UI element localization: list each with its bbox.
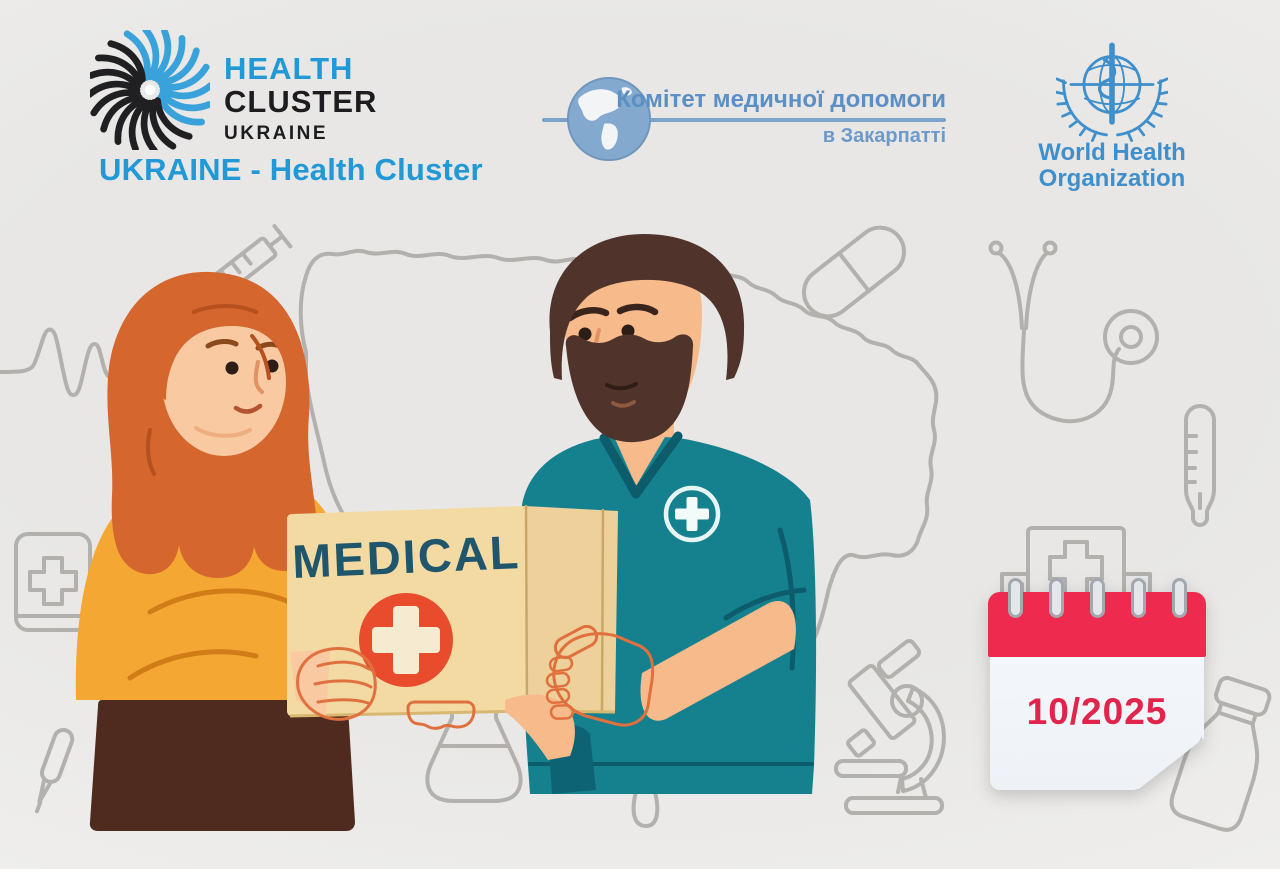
eye-dropper-icon bbox=[34, 727, 75, 814]
calendar-ring bbox=[1049, 578, 1064, 618]
pill-capsule-icon bbox=[801, 225, 907, 319]
who-name-line1: World Health bbox=[1038, 139, 1186, 166]
health-cluster-logo: HEALTH CLUSTER UKRAINE bbox=[90, 30, 377, 150]
globe-logo-icon bbox=[566, 76, 652, 162]
woman-skirt bbox=[89, 700, 356, 831]
woman-bangs bbox=[161, 291, 300, 446]
health-cluster-word2: CLUSTER bbox=[224, 84, 378, 119]
hands-holding-box bbox=[290, 600, 796, 794]
thermometer-icon bbox=[1184, 404, 1216, 527]
calendar-ring bbox=[1090, 578, 1105, 618]
calendar-date: 10/2025 bbox=[1026, 691, 1168, 732]
stethoscope-icon bbox=[988, 240, 1159, 424]
calendar-ring bbox=[1172, 578, 1187, 618]
who-emblem-icon bbox=[1056, 42, 1168, 142]
calendar-ring bbox=[1008, 578, 1023, 618]
pinwheel-logo-icon bbox=[90, 30, 210, 150]
box-label: MEDICAL bbox=[291, 525, 521, 588]
red-cross-badge bbox=[663, 485, 721, 543]
woman-figure bbox=[75, 271, 356, 831]
ukraine-health-cluster-title: UKRAINE - Health Cluster bbox=[99, 152, 483, 187]
loop-line-icon bbox=[631, 786, 660, 828]
calendar-body: 10/2025 bbox=[990, 657, 1204, 790]
woman-eye bbox=[225, 361, 239, 375]
man-hair bbox=[549, 234, 745, 380]
man-eye bbox=[578, 327, 592, 341]
who-logo: World Health Organization bbox=[1030, 36, 1194, 192]
committee-region: в Закарпатті bbox=[822, 125, 946, 147]
who-name-line2: Organization bbox=[1038, 165, 1186, 192]
woman-face bbox=[162, 308, 286, 456]
calendar-ring bbox=[1131, 578, 1146, 618]
committee-underline bbox=[542, 118, 946, 122]
calendar-icon: 10/2025 bbox=[988, 578, 1206, 790]
committee-name: Комітет медичної допомоги bbox=[616, 86, 946, 113]
man-eye bbox=[621, 324, 635, 338]
page-curl-icon bbox=[1134, 736, 1202, 790]
first-aid-kit-icon bbox=[14, 532, 92, 632]
health-cluster-word1: HEALTH bbox=[224, 51, 354, 86]
health-cluster-word3: UKRAINE bbox=[224, 123, 329, 144]
flask-icon bbox=[425, 688, 523, 803]
microscope-icon bbox=[834, 638, 946, 815]
